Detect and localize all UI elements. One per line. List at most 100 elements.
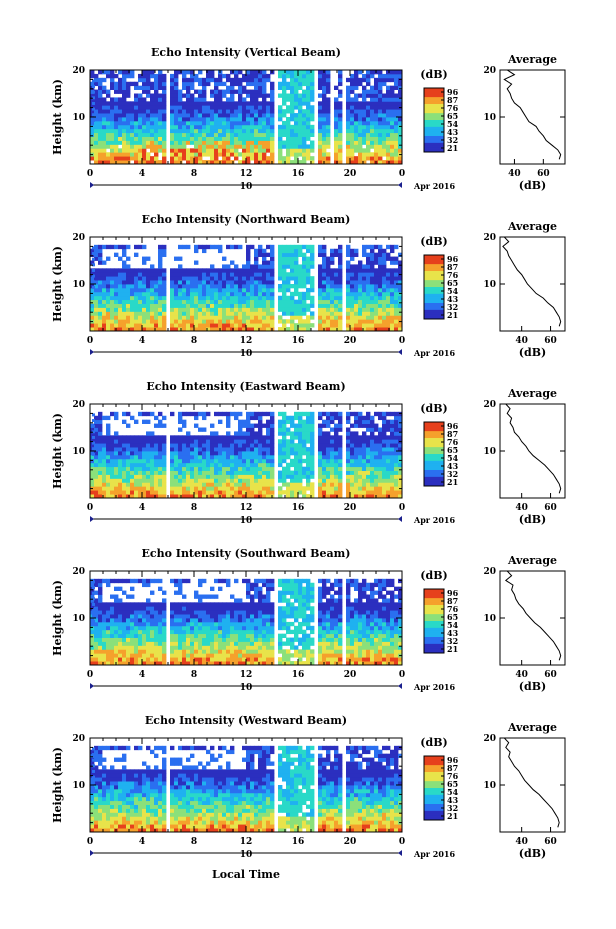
heatmap-cell — [386, 439, 391, 444]
heatmap-cell — [266, 268, 271, 273]
heatmap-cell — [230, 89, 235, 94]
heatmap-cell — [306, 264, 311, 269]
heatmap-cell — [170, 486, 175, 491]
heatmap-cell — [146, 256, 151, 261]
heatmap-cell — [358, 311, 363, 316]
heatmap-cell — [242, 307, 247, 312]
heatmap-cell — [146, 466, 151, 471]
heatmap-cell — [158, 132, 163, 137]
heatmap-cell — [386, 478, 391, 483]
heatmap-cell — [382, 443, 387, 448]
heatmap-cell — [154, 311, 159, 316]
heatmap-cell — [210, 280, 215, 285]
heatmap-cell — [106, 113, 111, 118]
heatmap-cell — [122, 486, 127, 491]
heatmap-cell — [178, 295, 183, 301]
heatmap-cell — [374, 411, 379, 417]
heatmap-cell — [102, 105, 107, 110]
heatmap-cell — [202, 97, 207, 102]
heatmap-cell — [354, 280, 359, 285]
heatmap-cell — [158, 117, 163, 122]
heatmap-cell — [126, 101, 131, 106]
heatmap-cell — [214, 85, 219, 90]
heatmap-cell — [286, 284, 291, 289]
heatmap-cell — [354, 140, 359, 145]
heatmap-cell — [386, 327, 391, 332]
heatmap-cell — [226, 284, 231, 289]
heatmap-cell — [254, 128, 259, 134]
heatmap-cell — [270, 252, 275, 257]
heatmap-cell — [122, 97, 127, 102]
heatmap-cell — [238, 462, 243, 468]
heatmap-cell — [206, 315, 211, 320]
heatmap-cell — [94, 614, 99, 619]
heatmap-cell — [378, 248, 383, 254]
heatmap-cell — [218, 93, 223, 98]
heatmap-cell — [398, 291, 403, 297]
heatmap-cell — [282, 85, 287, 90]
heatmap-cell — [134, 303, 139, 308]
heatmap-cell — [142, 85, 147, 90]
heatmap-cell — [202, 109, 207, 114]
heatmap-cell — [330, 307, 335, 312]
heatmap-cell — [326, 490, 331, 495]
heatmap-cell — [134, 276, 139, 281]
heatmap-cell — [390, 427, 395, 432]
heatmap-cell — [362, 419, 367, 424]
heatmap-cell — [198, 276, 203, 281]
colorbar-tick-label: 65 — [447, 445, 458, 455]
heatmap-cell — [122, 140, 127, 145]
heatmap-cell — [370, 451, 375, 456]
heatmap-cell — [146, 458, 151, 464]
heatmap-cell — [310, 117, 315, 122]
heatmap-cell — [142, 124, 147, 130]
heatmap-cell — [126, 256, 131, 261]
heatmap-cell — [158, 252, 163, 257]
heatmap-cell — [234, 478, 239, 483]
heatmap-cell — [190, 466, 195, 471]
heatmap-cell — [282, 128, 287, 134]
heatmap-cell — [186, 454, 191, 460]
heatmap-cell — [226, 272, 231, 277]
heatmap-cell — [294, 435, 299, 440]
heatmap-cell — [238, 419, 243, 424]
heatmap-cell — [310, 148, 315, 153]
heatmap-cell — [206, 148, 211, 153]
heatmap-cell — [378, 113, 383, 118]
heatmap-cell — [90, 124, 95, 130]
heatmap-cell — [102, 614, 107, 619]
heatmap-cell — [242, 295, 247, 301]
heatmap-cell — [106, 458, 111, 464]
heatmap-cell — [186, 474, 191, 479]
heatmap-cell — [286, 81, 291, 87]
heatmap-cell — [158, 435, 163, 440]
heatmap-cell — [250, 140, 255, 145]
date-start-marker — [90, 516, 94, 522]
heatmap-cell — [198, 280, 203, 285]
heatmap-cell — [206, 482, 211, 487]
heatmap-cell — [258, 105, 263, 110]
heatmap-cell — [258, 268, 263, 273]
heatmap-cell — [278, 148, 283, 153]
heatmap-cell — [158, 264, 163, 269]
heatmap-cell — [222, 268, 227, 273]
heatmap-cell — [142, 447, 147, 452]
heatmap-cell — [126, 144, 131, 149]
heatmap-cell — [146, 105, 151, 110]
heatmap-cell — [242, 419, 247, 424]
heatmap-cell — [306, 411, 311, 417]
heatmap-cell — [98, 602, 103, 607]
heatmap-cell — [226, 276, 231, 281]
heatmap-cell — [210, 319, 215, 324]
heatmap-cell — [214, 89, 219, 94]
heatmap-cell — [330, 311, 335, 316]
heatmap-cell — [250, 474, 255, 479]
heatmap-cell — [126, 287, 131, 293]
colorbar-segment — [424, 275, 444, 279]
heatmap-cell — [190, 148, 195, 153]
heatmap-cell — [338, 132, 343, 137]
heatmap-cell — [90, 621, 95, 627]
heatmap-cell — [378, 140, 383, 145]
heatmap-cell — [154, 490, 159, 495]
